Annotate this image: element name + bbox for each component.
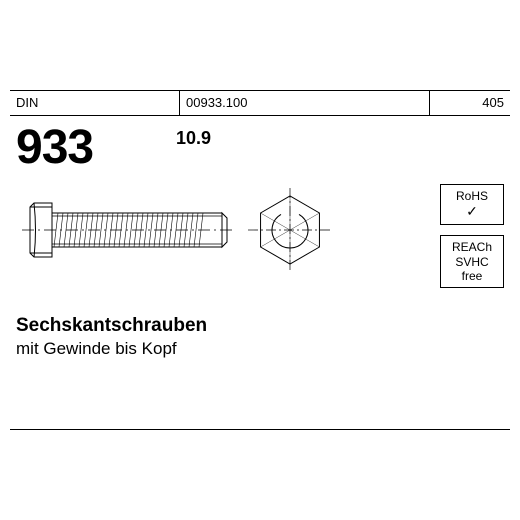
header-ref: 405: [430, 91, 510, 115]
compliance-badges: RoHS ✓ REACh SVHC free: [440, 184, 504, 288]
reach-line2: SVHC: [443, 255, 501, 269]
rohs-badge: RoHS ✓: [440, 184, 504, 225]
rohs-label: RoHS: [443, 189, 501, 203]
footer-divider: [10, 429, 510, 430]
check-icon: ✓: [443, 203, 501, 220]
strength-grade: 10.9: [176, 120, 211, 149]
product-title-block: Sechskantschrauben mit Gewinde bis Kopf: [10, 305, 510, 359]
reach-line1: REACh: [443, 240, 501, 254]
reach-line3: free: [443, 269, 501, 283]
main-ident-row: 933 10.9: [10, 116, 510, 175]
product-title: Sechskantschrauben: [16, 315, 504, 337]
header-standard: DIN: [10, 91, 180, 115]
product-subtitle: mit Gewinde bis Kopf: [16, 339, 504, 359]
header-code: 00933.100: [180, 91, 430, 115]
header-row: DIN 00933.100 405: [10, 90, 510, 116]
din-number: 933: [16, 120, 176, 175]
technical-drawing: [10, 175, 510, 305]
reach-badge: REACh SVHC free: [440, 235, 504, 288]
